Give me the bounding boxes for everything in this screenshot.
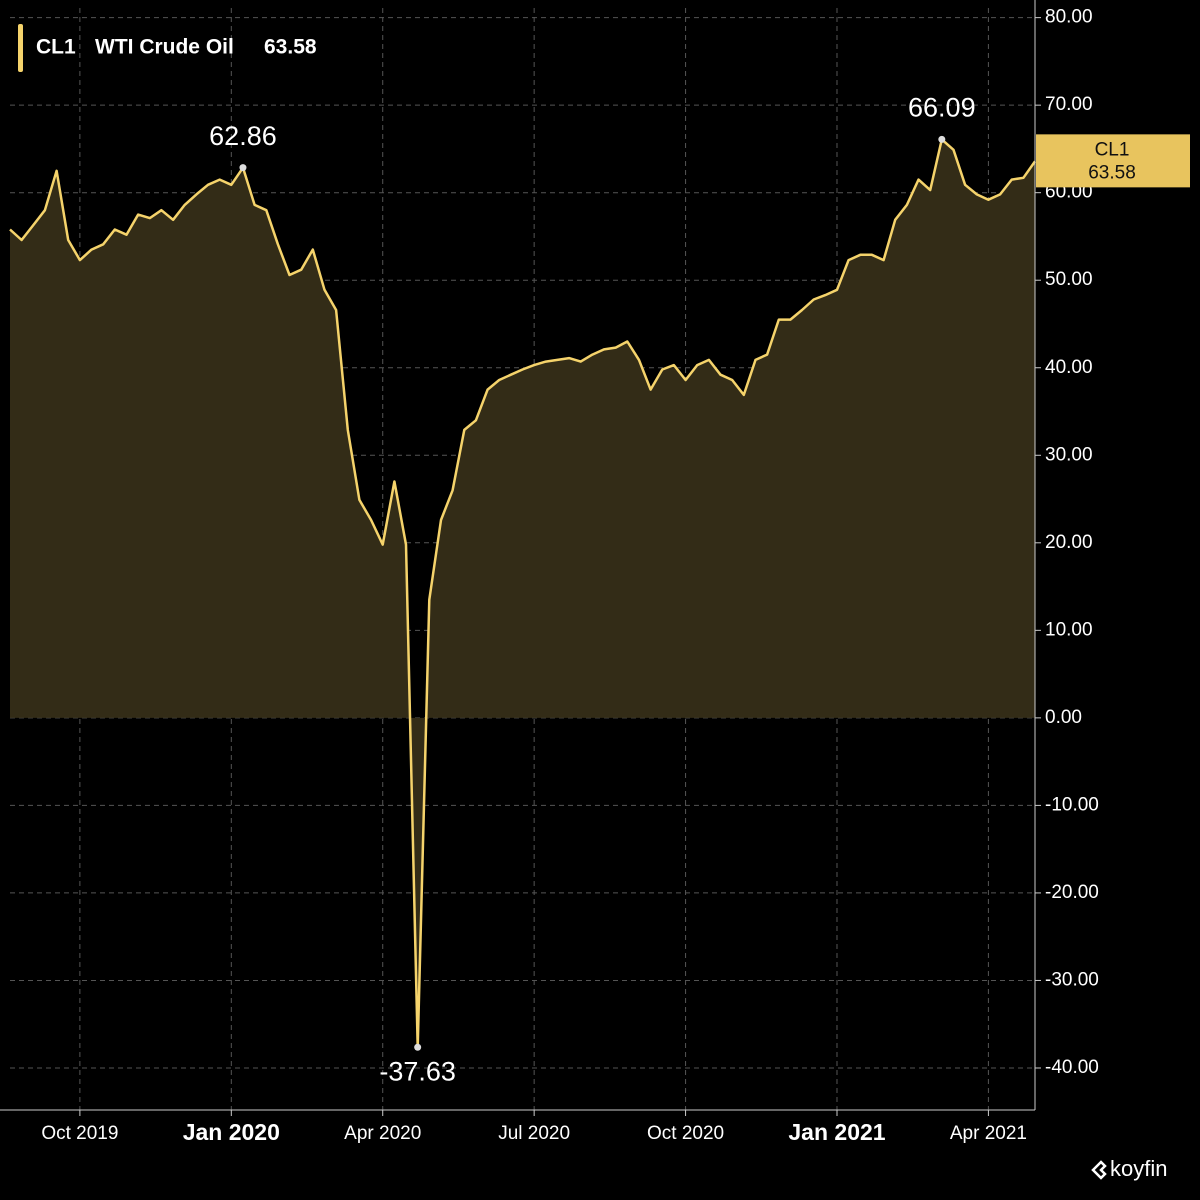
legend-swatch [18,24,23,72]
y-tick-label: -10.00 [1045,794,1099,815]
plot-area [9,8,1037,1110]
badge-ticker: CL1 [1095,139,1130,160]
x-tick-label: Apr 2021 [950,1123,1027,1144]
line [9,138,1037,1049]
y-tick-label: 40.00 [1045,357,1093,378]
y-tick-label: 20.00 [1045,532,1093,553]
last-price: 63.58 [264,36,317,59]
y-tick-label: 50.00 [1045,269,1093,290]
y-tick-label: 70.00 [1045,94,1093,115]
watermark: koyfin [1110,1156,1167,1181]
logo-icon [1091,1160,1107,1180]
annotation-dot [239,164,247,172]
x-tick-label: Jan 2020 [183,1119,280,1145]
y-tick-label: 30.00 [1045,444,1093,465]
y-tick-label: 80.00 [1045,7,1093,28]
ticker: CL1 [36,36,76,59]
x-tick-label: Jan 2021 [788,1119,885,1145]
annotation-label: -37.63 [379,1056,456,1086]
x-tick-label: Jul 2020 [498,1123,570,1144]
y-tick-label: 0.00 [1045,707,1082,728]
badge-price: 63.58 [1088,162,1136,183]
price-badge [1036,134,1190,188]
y-tick-label: 10.00 [1045,619,1093,640]
x-tick-label: Apr 2020 [344,1123,421,1144]
annotation-dot [414,1043,422,1051]
instrument-name: WTI Crude Oil [95,36,234,59]
annotation-label: 62.86 [209,121,277,151]
annotation-dot [938,135,946,143]
y-tick-label: -20.00 [1045,882,1099,903]
y-tick-label: -30.00 [1045,969,1099,990]
x-tick-label: Oct 2020 [647,1123,724,1144]
x-tick-label: Oct 2019 [41,1123,118,1144]
area [10,139,1035,1048]
annotation-label: 66.09 [908,93,976,123]
y-tick-label: -40.00 [1045,1057,1099,1078]
